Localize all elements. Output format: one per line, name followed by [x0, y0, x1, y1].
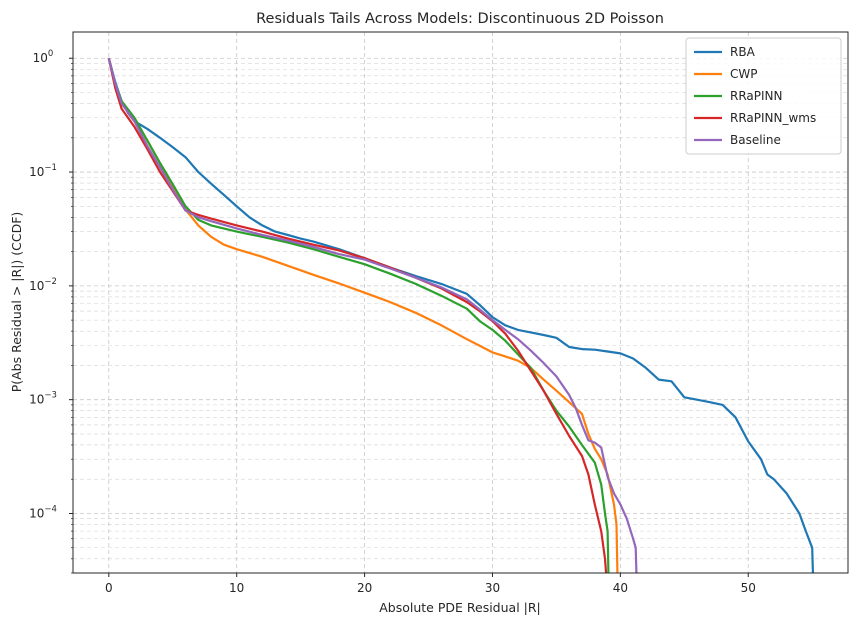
x-tick-label: 10 [229, 581, 244, 595]
series-line-rrapinn [107, 57, 610, 573]
series-group [107, 57, 815, 573]
y-tick-label: 10−4 [29, 504, 57, 520]
y-tick-exponent: 0 [48, 49, 53, 59]
legend-box [685, 37, 842, 155]
y-tick-exponent: −1 [44, 163, 57, 173]
y-tick-base: 10 [29, 393, 44, 407]
x-tick-label: 40 [613, 581, 628, 595]
legend-label: RBA [730, 45, 756, 59]
y-axis-label: P(Abs Residual > |R|) (CCDF) [9, 212, 24, 393]
chart-title: Residuals Tails Across Models: Discontin… [256, 11, 664, 27]
y-tick-exponent: −3 [44, 391, 57, 401]
y-tick-label: 100 [33, 49, 54, 65]
y-tick-base: 10 [29, 165, 44, 179]
y-tick-base: 10 [29, 279, 44, 293]
y-tick-label: 10−1 [29, 163, 57, 179]
x-axis-label: Absolute PDE Residual |R| [379, 600, 541, 615]
x-tick-label: 30 [485, 581, 500, 595]
y-tick-exponent: −2 [44, 277, 57, 287]
plot-frame [72, 31, 849, 574]
y-tick-base: 10 [33, 51, 48, 65]
x-tick-label: 20 [357, 581, 372, 595]
x-tick-label: 0 [105, 581, 113, 595]
x-tick-label: 50 [741, 581, 756, 595]
legend-label: CWP [730, 67, 757, 81]
series-line-baseline [107, 57, 638, 573]
y-tick-base: 10 [29, 506, 44, 520]
series-line-rba [107, 57, 815, 573]
legend-label: RRaPINN [730, 89, 783, 103]
legend-label: RRaPINN_wms [730, 111, 816, 125]
y-tick-label: 10−2 [29, 277, 57, 293]
legend-label: Baseline [730, 133, 781, 147]
legend: RBA CWP RRaPINN RRaPINN_wms Baseline [685, 37, 842, 155]
y-tick-exponent: −4 [44, 504, 57, 514]
y-tick-label: 10−3 [29, 391, 57, 407]
